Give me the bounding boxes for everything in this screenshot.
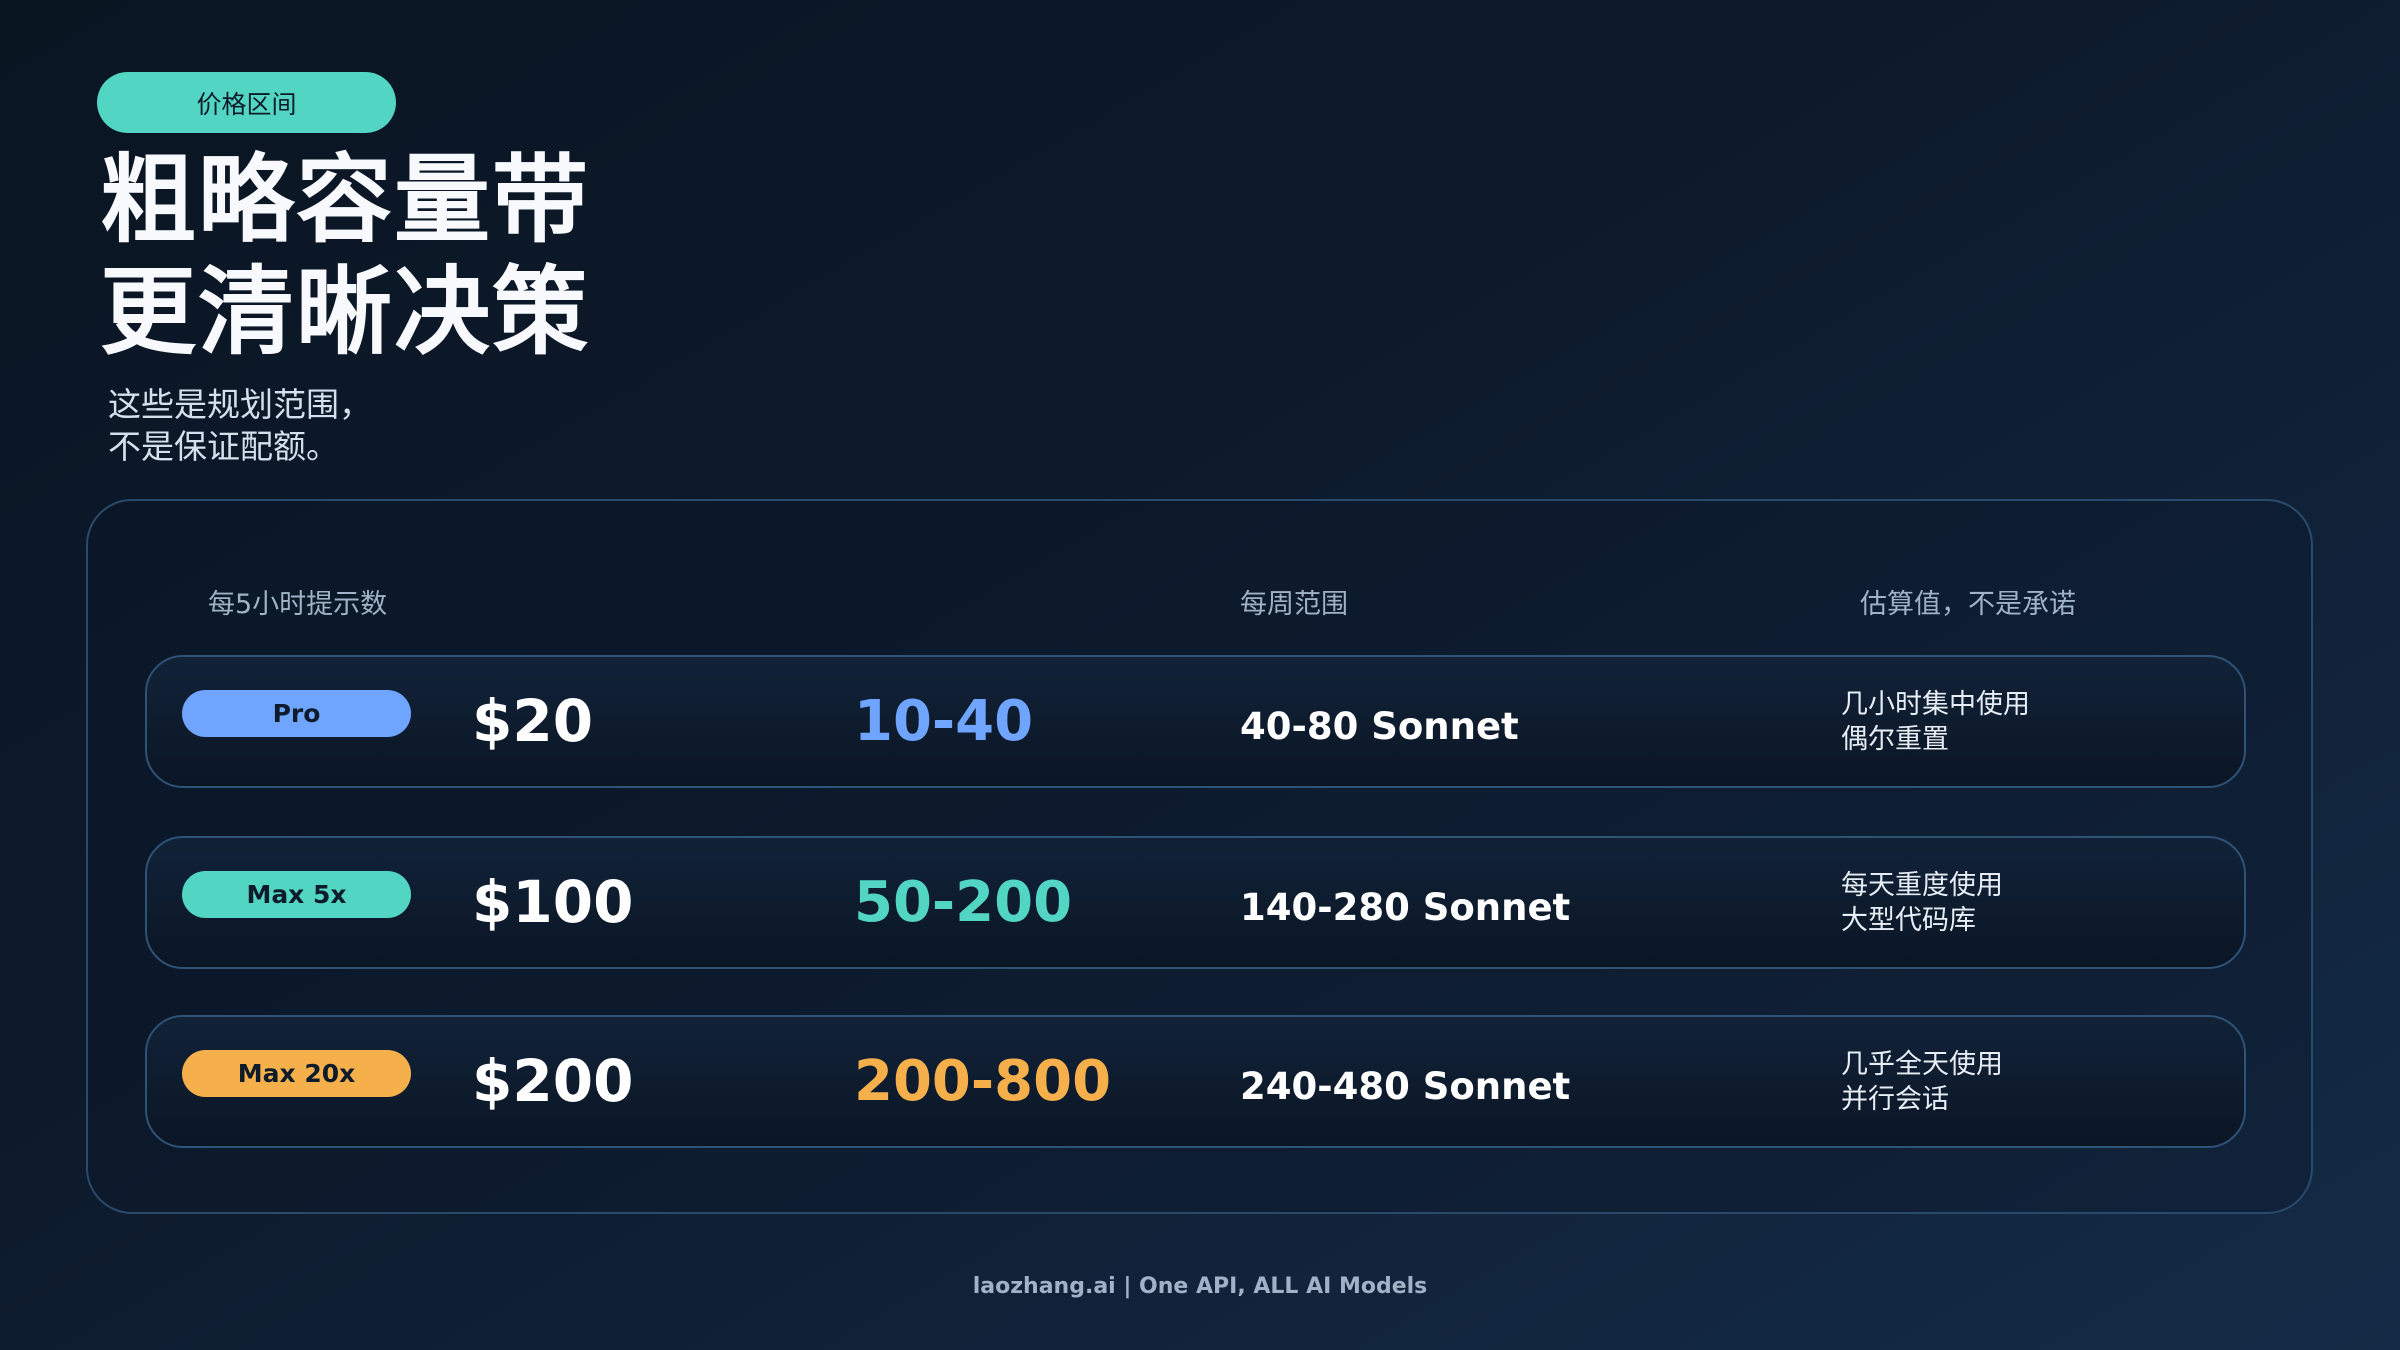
usage-note-line: 大型代码库 — [1841, 905, 1976, 936]
usage-note-line: 并行会话 — [1841, 1084, 1949, 1115]
title-line-1: 粗略容量带 — [100, 144, 590, 256]
title-line-2: 更清晰决策 — [100, 256, 590, 368]
plan-badge: Pro — [182, 690, 411, 737]
usage-note-line: 偶尔重置 — [1841, 724, 1949, 755]
weekly-range: 140-280 Sonnet — [1240, 886, 1571, 929]
subtitle: 这些是规划范围， 不是保证配额。 — [108, 384, 372, 468]
plan-row: Max 20x $200 200-800 240-480 Sonnet 几乎全天… — [145, 1015, 2246, 1148]
usage-note: 几小时集中使用 偶尔重置 — [1841, 687, 2030, 757]
subtitle-line-2: 不是保证配额。 — [108, 427, 339, 466]
section-badge: 价格区间 — [97, 72, 396, 133]
prompts-range: 200-800 — [854, 1049, 1112, 1114]
usage-note: 每天重度使用 大型代码库 — [1841, 868, 2003, 938]
page-title: 粗略容量带 更清晰决策 — [100, 144, 590, 368]
plan-price: $200 — [472, 1047, 634, 1115]
header-prompts: 每5小时提示数 — [208, 589, 388, 620]
usage-note-line: 每天重度使用 — [1841, 870, 2003, 901]
plan-row: Max 5x $100 50-200 140-280 Sonnet 每天重度使用… — [145, 836, 2246, 969]
usage-note-line: 几乎全天使用 — [1841, 1049, 2003, 1080]
plan-price: $20 — [472, 687, 594, 755]
plan-row: Pro $20 10-40 40-80 Sonnet 几小时集中使用 偶尔重置 — [145, 655, 2246, 788]
usage-note: 几乎全天使用 并行会话 — [1841, 1047, 2003, 1117]
plan-badge: Max 5x — [182, 871, 411, 918]
header-weekly: 每周范围 — [1240, 589, 1348, 620]
prompts-range: 50-200 — [854, 870, 1073, 935]
footer: laozhang.ai | One API, ALL AI Models — [972, 1274, 1428, 1299]
weekly-range: 240-480 Sonnet — [1240, 1065, 1571, 1108]
usage-note-line: 几小时集中使用 — [1841, 689, 2030, 720]
header-note: 估算值，不是承诺 — [1860, 589, 2076, 620]
subtitle-line-1: 这些是规划范围， — [108, 385, 372, 424]
plan-badge: Max 20x — [182, 1050, 411, 1097]
weekly-range: 40-80 Sonnet — [1240, 705, 1519, 748]
plan-price: $100 — [472, 868, 634, 936]
prompts-range: 10-40 — [854, 689, 1034, 754]
